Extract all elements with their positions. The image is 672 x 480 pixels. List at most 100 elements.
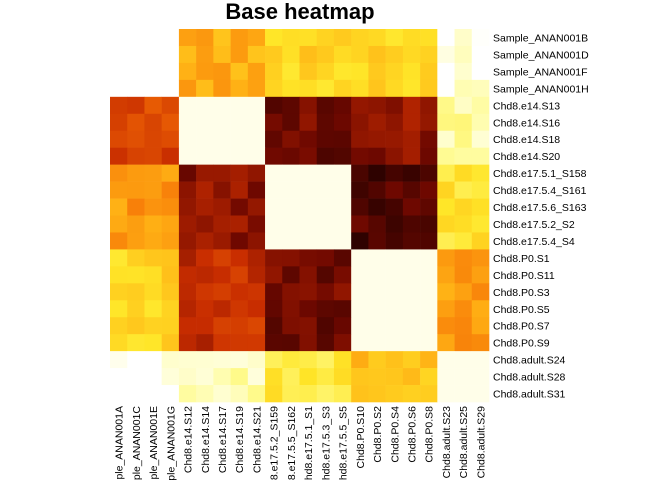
heatmap-cell (351, 29, 369, 47)
heatmap-cell (247, 130, 266, 148)
heatmap-cell (471, 45, 490, 64)
heatmap-cell (351, 147, 369, 165)
heatmap-cell (385, 368, 404, 386)
heatmap-cell (161, 147, 180, 165)
heatmap-cell (247, 96, 266, 115)
heatmap-cell (402, 351, 421, 369)
heatmap-cell (402, 215, 421, 233)
heatmap-cell (265, 368, 283, 386)
heatmap-cell (420, 45, 438, 64)
heatmap-cell (420, 79, 438, 98)
heatmap-cell (127, 283, 145, 301)
heatmap-cell (299, 198, 318, 216)
heatmap-cell (402, 368, 421, 386)
row-label: Chd8.adult.S31 (493, 389, 566, 401)
heatmap-cell (230, 164, 249, 182)
heatmap-cell (471, 29, 490, 47)
heatmap-cell (230, 130, 249, 148)
heatmap-cell (247, 198, 266, 216)
row-label: Chd8.adult.S28 (493, 372, 566, 384)
heatmap-cell (437, 334, 455, 352)
heatmap-cell (144, 147, 162, 165)
heatmap-cell (144, 164, 162, 182)
heatmap-cell (299, 266, 318, 284)
heatmap-cell (333, 29, 352, 47)
heatmap-cell (420, 130, 438, 148)
heatmap-cell (178, 334, 197, 352)
heatmap-cell (178, 79, 197, 98)
heatmap-cell (127, 351, 145, 369)
heatmap-cell (282, 283, 300, 301)
heatmap-cell (213, 283, 231, 301)
heatmap-cell (230, 300, 249, 318)
column-label: Chd8.e14.S12 (183, 406, 195, 473)
heatmap-cell (385, 164, 404, 182)
heatmap-cell (420, 181, 438, 199)
heatmap-cell (454, 351, 473, 369)
heatmap-cell (178, 215, 197, 233)
heatmap-cell (420, 96, 438, 115)
heatmap-cell (368, 215, 386, 233)
heatmap-cell (230, 181, 249, 199)
heatmap-cell (385, 147, 404, 165)
row-label: Chd8.e17.5.2_S2 (493, 219, 575, 231)
heatmap-cell (282, 249, 300, 267)
heatmap-cell (196, 29, 214, 47)
heatmap-cell (385, 215, 404, 233)
heatmap-cell (454, 317, 473, 335)
heatmap-cell (402, 317, 421, 335)
heatmap-cell (299, 232, 318, 250)
heatmap-cell (265, 249, 283, 267)
heatmap-cell (316, 29, 335, 47)
row-label: Chd8.P0.S3 (493, 287, 550, 299)
heatmap-cell (333, 181, 352, 199)
heatmap-cell (437, 232, 455, 250)
heatmap-cell (299, 300, 318, 318)
heatmap-cell (385, 385, 404, 403)
heatmap-cell (265, 215, 283, 233)
heatmap-cell (333, 45, 352, 64)
row-label: Chd8.e17.5.4_S161 (493, 185, 587, 197)
heatmap-cell (368, 385, 386, 403)
heatmap-cell (110, 164, 128, 182)
heatmap-cell (178, 283, 197, 301)
heatmap-cell (213, 300, 231, 318)
row-labels: Sample_ANAN001B Sample_ANAN001D Sample_ANA… (493, 32, 589, 400)
heatmap-cell (316, 181, 335, 199)
heatmap-cell (265, 283, 283, 301)
heatmap-cell (454, 29, 473, 47)
heatmap-cell (471, 198, 490, 216)
row-label: Chd8.e17.5.6_S163 (493, 202, 587, 214)
heatmap-cell (196, 113, 214, 132)
heatmap-cell (471, 96, 490, 115)
heatmap-cell (454, 300, 473, 318)
heatmap-cell (351, 266, 369, 284)
heatmap-cell (282, 147, 300, 165)
column-label: Chd8.e14.S17 (217, 406, 229, 473)
heatmap-cell (333, 113, 352, 132)
heatmap-cell (265, 317, 283, 335)
heatmap-cell (282, 181, 300, 199)
heatmap-cell (299, 130, 318, 148)
heatmap-cell (213, 113, 231, 132)
heatmap-cell (247, 300, 266, 318)
heatmap-cell (265, 164, 283, 182)
column-label: Chd8.e17.5.5_S5 (338, 406, 350, 480)
column-labels: Sample_ANAN001A Sample_ANAN001C Sample_ANA… (114, 406, 488, 480)
heatmap-cell (213, 368, 231, 386)
heatmap-cell (127, 249, 145, 267)
heatmap-cell (161, 300, 180, 318)
heatmap-cell (299, 181, 318, 199)
heatmap-cell (282, 317, 300, 335)
column-label: Chd8.e14.S21 (251, 406, 263, 473)
heatmap-cell (316, 317, 335, 335)
heatmap-cell (402, 164, 421, 182)
heatmap-cell (402, 62, 421, 81)
heatmap-cell (196, 45, 214, 64)
row-label: Chd8.P0.S11 (493, 270, 555, 282)
heatmap-cell (110, 334, 128, 352)
heatmap-cell (144, 300, 162, 318)
heatmap-cell (316, 385, 335, 403)
heatmap-cell (351, 232, 369, 250)
heatmap-cell (282, 113, 300, 132)
